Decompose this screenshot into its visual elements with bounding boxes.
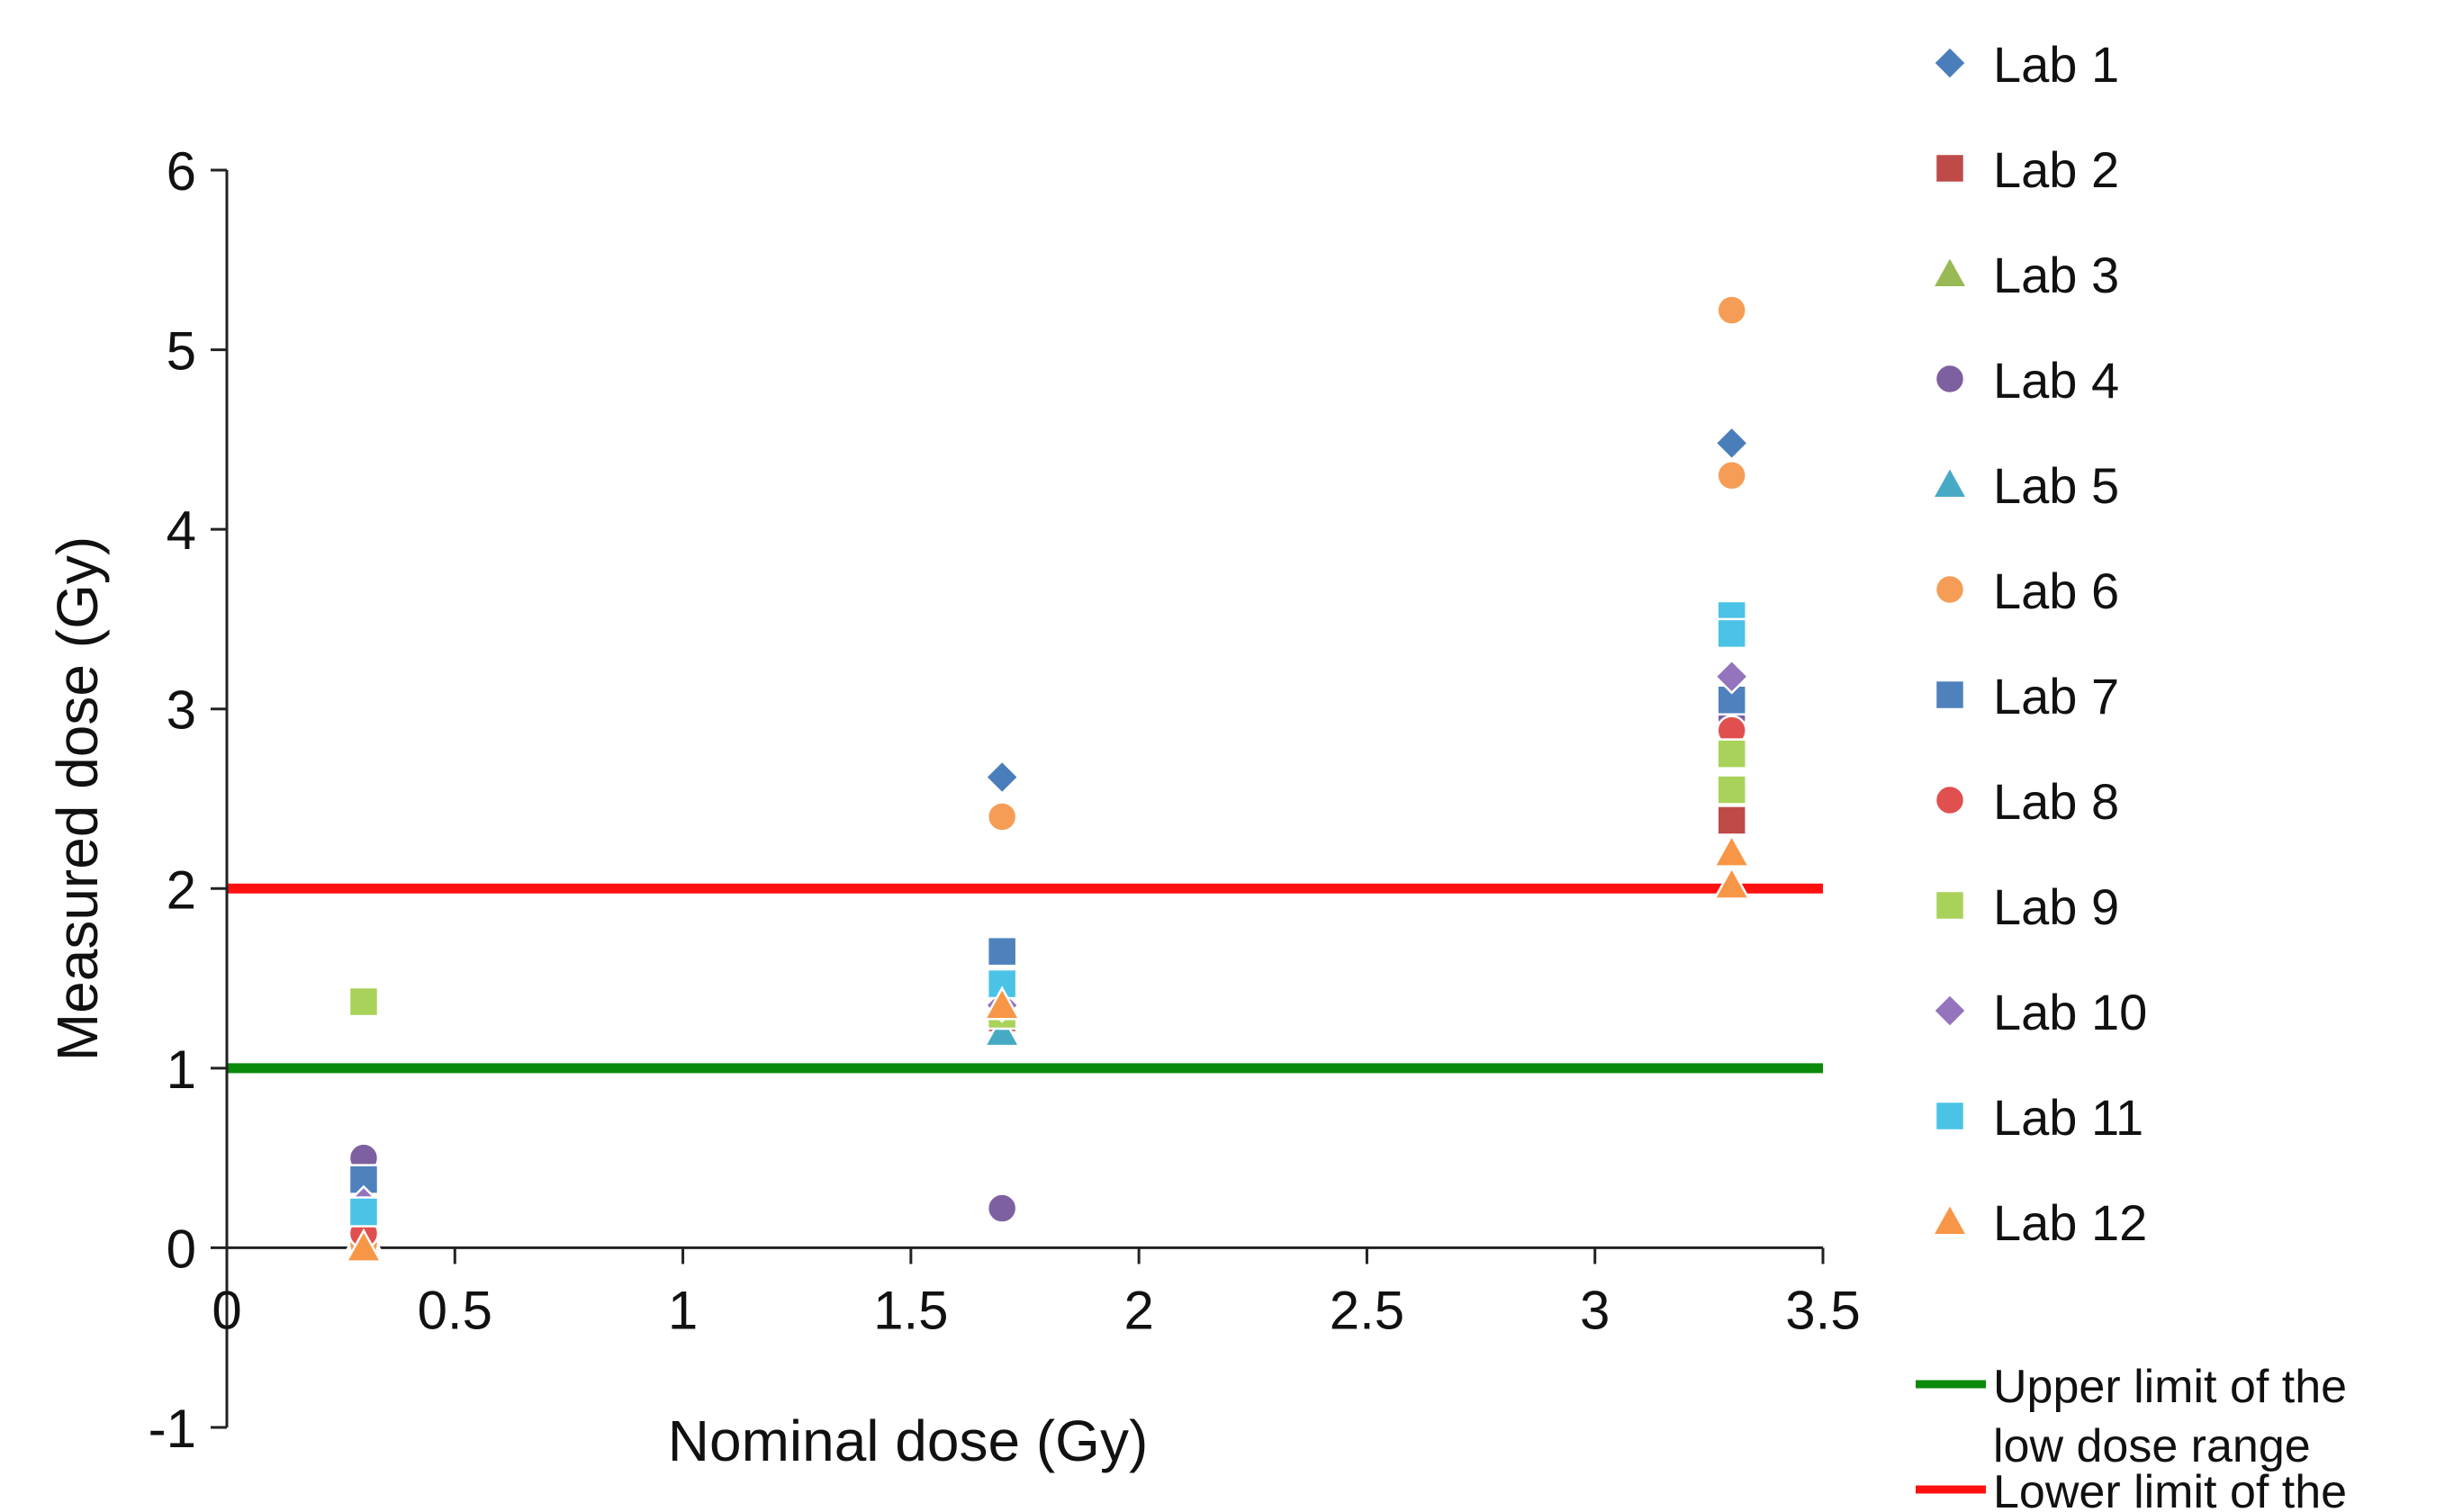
legend-label: Lab 10 <box>1993 984 2147 1040</box>
data-point <box>344 1228 383 1263</box>
data-points <box>344 294 1751 1263</box>
legend-marker <box>1930 464 1970 500</box>
data-point <box>347 1196 380 1228</box>
data-point <box>347 986 380 1018</box>
legend-marker <box>1932 993 1968 1029</box>
data-point <box>1713 425 1750 462</box>
legend-label: Lab 2 <box>1993 141 2119 198</box>
legend-label: Lab 11 <box>1993 1089 2143 1146</box>
legend-label: Lab 8 <box>1993 773 2119 830</box>
data-point <box>1716 774 1747 806</box>
data-point <box>1716 617 1747 650</box>
legend-label: Lab 1 <box>1993 36 2119 93</box>
x-tick-label: 1.5 <box>873 1280 948 1340</box>
x-tick-label: 2.5 <box>1330 1280 1404 1340</box>
y-tick-label: -1 <box>149 1399 196 1459</box>
data-point <box>983 986 1022 1021</box>
legend-marker <box>1934 679 1966 711</box>
legend-marker <box>1934 889 1966 922</box>
y-axis-label: Measured dose (Gy) <box>45 536 110 1061</box>
data-point <box>1716 738 1747 770</box>
x-axis-label: Nominal dose (Gy) <box>668 1408 1149 1473</box>
data-point <box>1716 805 1747 836</box>
data-point <box>986 935 1018 968</box>
legend-label: Upper limit of the <box>1993 1361 2347 1413</box>
legend-label: Lab 9 <box>1993 878 2119 935</box>
data-point <box>1712 865 1751 900</box>
x-tick-label: 1 <box>668 1280 698 1340</box>
x-tick-label: 0.5 <box>418 1280 492 1340</box>
x-tick-label: 3.5 <box>1785 1280 1860 1340</box>
y-tick-label: 2 <box>167 860 196 920</box>
plot-area <box>227 883 1823 1074</box>
legend-marker <box>1934 784 1966 816</box>
legend-label: Lab 4 <box>1993 352 2119 409</box>
y-tick-label: 6 <box>167 141 196 202</box>
legend-label: Lower limit of the <box>1993 1466 2347 1512</box>
data-point <box>984 759 1020 796</box>
legend-label: Lab 3 <box>1993 247 2119 303</box>
y-tick-label: 3 <box>167 680 196 741</box>
legend-label: Lab 6 <box>1993 562 2119 619</box>
x-tick-label: 3 <box>1580 1280 1610 1340</box>
legend-marker <box>1934 152 1966 184</box>
data-point <box>986 1192 1018 1224</box>
y-tick-label: 1 <box>167 1040 196 1100</box>
legend: Lab 1 Lab 2 Lab 3 Lab 4 Lab 5 Lab 6 Lab 7 Lab 8… <box>1916 36 2347 1512</box>
y-tick-label: 4 <box>167 500 196 561</box>
data-point <box>1712 832 1751 868</box>
legend-label: Lab 5 <box>1993 457 2119 514</box>
legend-marker <box>1934 1100 1966 1132</box>
legend-marker <box>1934 363 1966 395</box>
y-tick-label: 5 <box>167 321 196 382</box>
data-point <box>1713 659 1750 695</box>
axes: -1 0 1 2 3 4 5 6 0 0.5 1 1.5 2 2.5 3 3.5 <box>149 141 1861 1459</box>
legend-marker <box>1934 573 1966 606</box>
data-point <box>986 801 1018 832</box>
data-point <box>1716 294 1747 326</box>
x-tick-label: 0 <box>212 1280 241 1340</box>
data-point <box>983 1012 1022 1048</box>
legend-label: Lab 12 <box>1993 1194 2147 1251</box>
y-tick-label: 0 <box>167 1219 196 1279</box>
legend-label: Lab 7 <box>1993 668 2119 724</box>
legend-label: low dose range <box>1993 1420 2311 1472</box>
legend-marker <box>1930 1202 1970 1237</box>
legend-marker <box>1930 254 1970 289</box>
legend-marker <box>1932 45 1968 81</box>
data-point <box>1716 460 1747 491</box>
x-tick-label: 2 <box>1123 1280 1153 1340</box>
